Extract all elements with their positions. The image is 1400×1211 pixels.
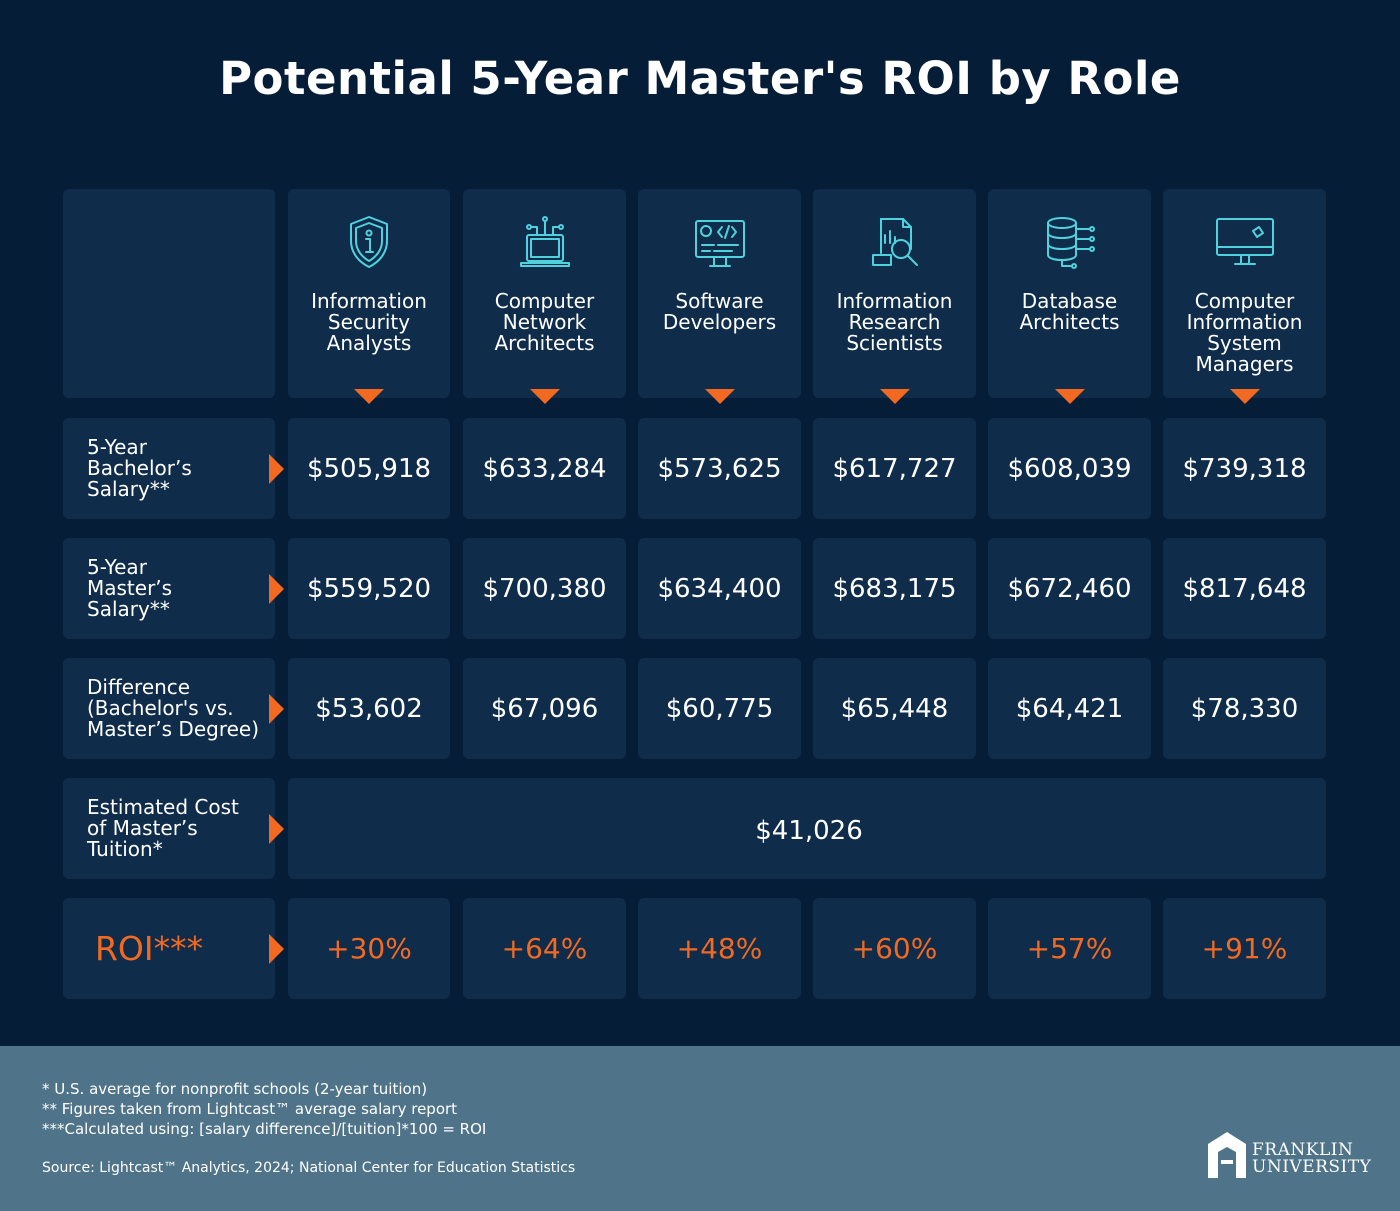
footnote: ** Figures taken from Lightcast™ average… <box>42 1100 458 1118</box>
value-cell: $65,448 <box>813 658 976 759</box>
research-magnifier-icon <box>863 213 927 273</box>
down-arrow-icon <box>1229 389 1260 404</box>
value-cell: $817,648 <box>1163 538 1326 639</box>
roi-value: +48% <box>638 898 801 999</box>
value-cell: $505,918 <box>288 418 450 519</box>
value-cell: $672,460 <box>988 538 1151 639</box>
row-label-masters-salary: 5-Year Master’s Salary** <box>63 538 284 639</box>
tuition-value: $41,026 <box>288 778 1326 879</box>
value-cell: $573,625 <box>638 418 801 519</box>
table-corner <box>63 189 275 398</box>
franklin-university-logo: FRANKLIN UNIVERSITY <box>1205 1130 1371 1182</box>
value-cell: $53,602 <box>288 658 450 759</box>
role-name: Computer Information System Managers <box>1186 289 1303 376</box>
role-name: Software Developers <box>662 289 777 334</box>
footnote: ***Calculated using: [salary difference]… <box>42 1120 487 1138</box>
value-cell: $64,421 <box>988 658 1151 759</box>
role-name: Information Security Analysts <box>311 289 427 355</box>
network-laptop-icon <box>513 213 577 273</box>
footnote: * U.S. average for nonprofit schools (2-… <box>42 1080 428 1098</box>
source-note: Source: Lightcast™ Analytics, 2024; Nati… <box>42 1160 576 1176</box>
logo-mark-icon <box>1208 1132 1246 1178</box>
row-label-tuition: Estimated Cost of Master’s Tuition* <box>63 778 284 879</box>
row-label-difference: Difference (Bachelor's vs. Master’s Degree… <box>63 658 284 759</box>
roi-value: +30% <box>288 898 450 999</box>
value-cell: $683,175 <box>813 538 976 639</box>
value-cell: $739,318 <box>1163 418 1326 519</box>
value-cell: $67,096 <box>463 658 626 759</box>
row-label-bachelors-salary: 5-Year Bachelor’s Salary** <box>63 418 284 519</box>
value-cell: $60,775 <box>638 658 801 759</box>
down-arrow-icon <box>529 389 560 404</box>
role-header-network-architects: Computer Network Architects <box>463 189 626 404</box>
role-header-info-security: Information Security Analysts <box>288 189 450 404</box>
down-arrow-icon <box>704 389 735 404</box>
value-cell: $559,520 <box>288 538 450 639</box>
right-arrow-icon <box>269 693 284 724</box>
right-arrow-icon <box>269 933 284 964</box>
footer: * U.S. average for nonprofit schools (2-… <box>0 1046 1400 1211</box>
role-header-software-developers: Software Developers <box>638 189 801 404</box>
roi-value: +60% <box>813 898 976 999</box>
value-cell: $78,330 <box>1163 658 1326 759</box>
value-cell: $633,284 <box>463 418 626 519</box>
logo-wordmark: FRANKLIN UNIVERSITY <box>1252 1140 1372 1177</box>
role-name: Information Research Scientists <box>836 289 953 355</box>
value-cell: $608,039 <box>988 418 1151 519</box>
role-name: Computer Network Architects <box>494 289 595 355</box>
value-cell: $634,400 <box>638 538 801 639</box>
page-title: Potential 5-Year Master's ROI by Role <box>219 52 1181 105</box>
roi-value: +57% <box>988 898 1151 999</box>
code-monitor-icon <box>688 213 752 273</box>
role-name: Database Architects <box>1019 289 1120 334</box>
value-cell: $700,380 <box>463 538 626 639</box>
roi-value: +64% <box>463 898 626 999</box>
down-arrow-icon <box>879 389 910 404</box>
roi-value: +91% <box>1163 898 1326 999</box>
down-arrow-icon <box>1054 389 1085 404</box>
shield-info-icon <box>337 213 401 273</box>
role-header-research-scientists: Information Research Scientists <box>813 189 976 404</box>
row-label-roi: ROI*** <box>63 898 284 999</box>
footnotes: * U.S. average for nonprofit schools (2-… <box>42 1079 486 1139</box>
value-cell: $617,727 <box>813 418 976 519</box>
right-arrow-icon <box>269 453 284 484</box>
database-icon <box>1038 213 1102 273</box>
right-arrow-icon <box>269 813 284 844</box>
role-header-cis-managers: Computer Information System Managers <box>1163 189 1326 404</box>
role-header-database-architects: Database Architects <box>988 189 1151 404</box>
monitor-icon <box>1213 213 1277 273</box>
down-arrow-icon <box>354 389 384 404</box>
right-arrow-icon <box>269 573 284 604</box>
